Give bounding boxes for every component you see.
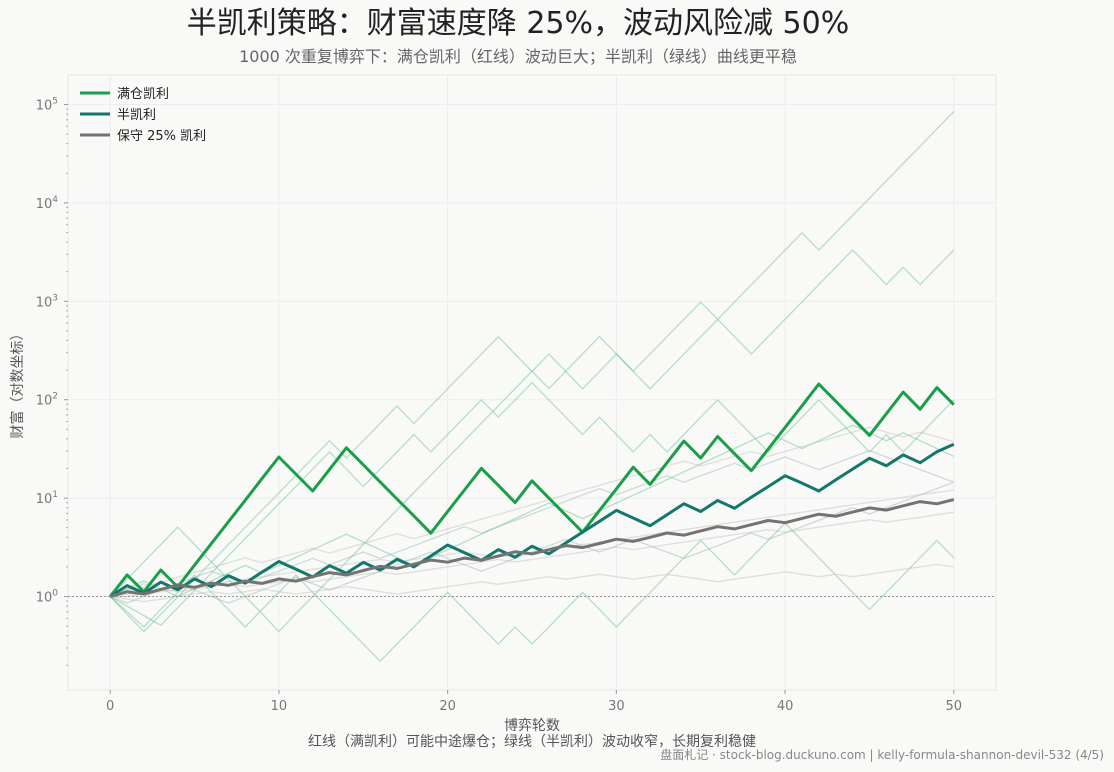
background-path-line: [109, 381, 955, 627]
background-path-line: [110, 511, 954, 598]
chart-note: 红线（满凯利）可能中途爆仓；绿线（半凯利）波动收窄，长期复利稳健: [308, 733, 756, 750]
y-tick-label: 100: [36, 589, 59, 606]
y-tick-label: 102: [36, 392, 58, 409]
background-path-line: [109, 481, 955, 604]
y-axis-label: 财富（对数坐标）: [9, 327, 26, 439]
main-series-lines: [109, 382, 955, 598]
x-tick-label: 50: [946, 699, 963, 714]
legend-label: 半凯利: [117, 108, 156, 123]
chart-subtitle: 1000 次重复博弈下：满仓凯利（红线）波动巨大；半凯利（绿线）曲线更平稳: [239, 47, 797, 66]
x-tick-label: 30: [608, 699, 625, 714]
plot-area: 0 10 20 30 40 50 100 101 102 103 104 105: [36, 74, 997, 714]
background-path-line: [110, 426, 954, 598]
x-axis-ticks: 0 10 20 30 40 50: [106, 690, 962, 714]
y-axis-ticks: 100 101 102 103 104 105: [36, 97, 68, 666]
background-path-line: [109, 111, 955, 633]
x-tick-label: 40: [777, 699, 794, 714]
x-axis-label: 博弈轮数: [504, 717, 560, 734]
background-path-line: [109, 522, 955, 663]
footer-source: 盘面札记 · stock-blog.duckuno.com | kelly-fo…: [660, 747, 1104, 762]
y-tick-label: 103: [36, 293, 58, 310]
legend-label: 保守 25% 凯利: [117, 129, 206, 144]
background-path-line: [109, 424, 955, 598]
legend-label: 满仓凯利: [117, 87, 169, 102]
series-line-0: [109, 382, 955, 598]
grid-lines: [68, 75, 996, 690]
y-tick-label: 104: [36, 195, 59, 212]
series-line-2: [109, 498, 955, 598]
series-line-1: [109, 442, 955, 598]
background-path-line: [109, 449, 955, 598]
plot-frame: [67, 74, 997, 691]
background-path-line: [109, 249, 955, 633]
x-tick-label: 20: [439, 699, 456, 714]
y-tick-label: 105: [36, 97, 58, 114]
chart-title: 半凯利策略：财富速度降 25%，波动风险减 50%: [187, 6, 849, 41]
background-path-line: [110, 563, 954, 603]
y-tick-label: 101: [36, 490, 58, 507]
background-sample-paths: [109, 111, 955, 663]
x-tick-label: 0: [106, 699, 114, 714]
x-tick-label: 10: [271, 699, 288, 714]
